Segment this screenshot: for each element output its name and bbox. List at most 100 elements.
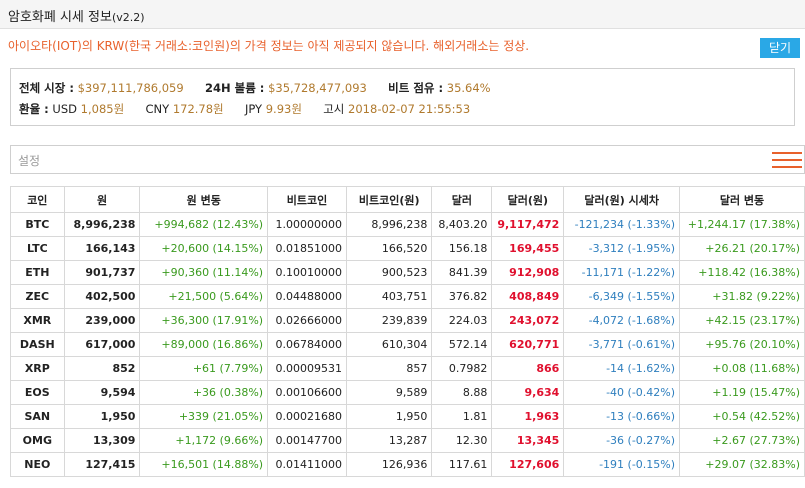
usd-krw-premium-cell: -191 (-0.15%) (563, 452, 681, 477)
usd-price-cell: 117.61 (431, 452, 493, 477)
krw-change-cell: +16,501 (14.88%) (139, 452, 269, 477)
cny-label: CNY (145, 102, 170, 116)
btc-krw-price-cell: 403,751 (345, 284, 433, 309)
btc-price-cell: 0.06784000 (267, 332, 347, 357)
cny-value: 172.78원 (172, 102, 224, 116)
btc-krw-price-cell: 126,936 (345, 452, 433, 477)
krw-price-cell: 239,000 (63, 308, 141, 333)
usd-krw-price-cell: 243,072 (491, 308, 565, 333)
krw-price-cell: 127,415 (63, 452, 141, 477)
col-usd-krw-header: 달러(원) (491, 186, 565, 213)
btc-price-cell: 0.00009531 (267, 356, 347, 381)
col-btc-krw-header: 비트코인(원) (345, 186, 433, 213)
market-cap-label: 전체 시장 : (19, 81, 74, 95)
volume-label: 24H 볼륨 : (205, 81, 265, 95)
usd-krw-price-cell: 1,963 (491, 404, 565, 429)
col-premium-header: 달러(원) 시세차 (563, 186, 681, 213)
usd-label: USD (52, 102, 77, 116)
table-row: LTC 166,143 +20,600 (14.15%) 0.01851000 166,… (10, 236, 805, 261)
price-table-wrapper: 코인 원 원 변동 비트코인 비트코인(원) 달러 달러(원) 달러(원) 시세차 달러 변동 … (10, 186, 805, 477)
table-row: NEO 127,415 +16,501 (14.88%) 0.01411000 126,… (10, 452, 805, 477)
usd-krw-price-cell: 13,345 (491, 428, 565, 453)
usd-krw-price-cell: 9,634 (491, 380, 565, 405)
table-row: DASH 617,000 +89,000 (16.86%) 0.06784000 610… (10, 332, 805, 357)
usd-change-cell: +26.21 (20.17%) (679, 236, 805, 261)
col-krw-change-header: 원 변동 (139, 186, 269, 213)
hamburger-menu-icon[interactable] (772, 152, 802, 168)
krw-change-cell: +61 (7.79%) (139, 356, 269, 381)
market-stats-panel: 전체 시장 : $397,111,786,059 24H 볼륨 : $35,72… (10, 68, 795, 126)
usd-value: 1,085원 (80, 102, 125, 116)
version-label: (v2.2) (111, 11, 145, 24)
table-row: XMR 239,000 +36,300 (17.91%) 0.02666000 239,… (10, 308, 805, 333)
usd-change-cell: +1,244.17 (17.38%) (679, 212, 805, 237)
usd-price-cell: 376.82 (431, 284, 493, 309)
coin-symbol-cell: NEO (10, 452, 65, 477)
usd-krw-price-cell: 127,606 (491, 452, 565, 477)
btc-price-cell: 1.00000000 (267, 212, 347, 237)
coin-symbol-cell: ZEC (10, 284, 65, 309)
table-row: XRP 852 +61 (7.79%) 0.00009531 857 0.7982 866-… (10, 356, 805, 381)
btc-krw-price-cell: 900,523 (345, 260, 433, 285)
btc-krw-price-cell: 857 (345, 356, 433, 381)
btc-price-cell: 0.10010000 (267, 260, 347, 285)
table-header-row: 코인 원 원 변동 비트코인 비트코인(원) 달러 달러(원) 달러(원) 시세차 달러 변동 (10, 186, 805, 213)
col-btc-header: 비트코인 (267, 186, 347, 213)
krw-price-cell: 166,143 (63, 236, 141, 261)
price-table: 코인 원 원 변동 비트코인 비트코인(원) 달러 달러(원) 달러(원) 시세차 달러 변동 … (10, 186, 805, 477)
page-title-text: 암호화폐 시세 정보 (8, 10, 112, 25)
col-krw-header: 원 (63, 186, 141, 213)
usd-change-cell: +0.54 (42.52%) (679, 404, 805, 429)
usd-krw-premium-cell: -40 (-0.42%) (563, 380, 681, 405)
notice-time-value: 2018-02-07 21:55:53 (348, 102, 471, 116)
usd-krw-price-cell: 866 (491, 356, 565, 381)
krw-change-cell: +36 (0.38%) (139, 380, 269, 405)
fx-label: 환율 : (19, 102, 49, 116)
usd-change-cell: +95.76 (20.10%) (679, 332, 805, 357)
usd-krw-price-cell: 620,771 (491, 332, 565, 357)
usd-krw-premium-cell: -3,312 (-1.95%) (563, 236, 681, 261)
krw-price-cell: 9,594 (63, 380, 141, 405)
krw-price-cell: 402,500 (63, 284, 141, 309)
usd-krw-premium-cell: -3,771 (-0.61%) (563, 332, 681, 357)
btc-krw-price-cell: 8,996,238 (345, 212, 433, 237)
krw-price-cell: 617,000 (63, 332, 141, 357)
table-row: SAN 1,950 +339 (21.05%) 0.00021680 1,950 1.81… (10, 404, 805, 429)
btc-krw-price-cell: 166,520 (345, 236, 433, 261)
usd-krw-premium-cell: -13 (-0.66%) (563, 404, 681, 429)
usd-price-cell: 0.7982 (431, 356, 493, 381)
krw-change-cell: +20,600 (14.15%) (139, 236, 269, 261)
btc-krw-price-cell: 610,304 (345, 332, 433, 357)
usd-change-cell: +42.15 (23.17%) (679, 308, 805, 333)
btc-price-cell: 0.00021680 (267, 404, 347, 429)
krw-change-cell: +339 (21.05%) (139, 404, 269, 429)
usd-krw-premium-cell: -36 (-0.27%) (563, 428, 681, 453)
usd-change-cell: +2.67 (27.73%) (679, 428, 805, 453)
krw-change-cell: +21,500 (5.64%) (139, 284, 269, 309)
close-button[interactable]: 닫기 (760, 38, 800, 58)
volume-value: $35,728,477,093 (268, 81, 367, 95)
market-stats-row: 전체 시장 : $397,111,786,059 24H 볼륨 : $35,72… (19, 80, 491, 96)
usd-price-cell: 841.39 (431, 260, 493, 285)
btc-price-cell: 0.04488000 (267, 284, 347, 309)
table-row: BTC 8,996,238 +994,682 (12.43%) 1.00000000 8… (10, 212, 805, 237)
btc-price-cell: 0.01411000 (267, 452, 347, 477)
usd-price-cell: 1.81 (431, 404, 493, 429)
exchange-rate-row: 환율 : USD 1,085원 CNY 172.78원 JPY 9.93원 고시… (19, 101, 470, 117)
coin-symbol-cell: LTC (10, 236, 65, 261)
usd-krw-price-cell: 912,908 (491, 260, 565, 285)
notice-time-label: 고시 (323, 102, 345, 116)
btc-price-cell: 0.00106600 (267, 380, 347, 405)
usd-krw-price-cell: 408,849 (491, 284, 565, 309)
coin-symbol-cell: EOS (10, 380, 65, 405)
usd-krw-price-cell: 169,455 (491, 236, 565, 261)
settings-label: 설정 (18, 154, 41, 168)
col-usd-header: 달러 (431, 186, 493, 213)
usd-krw-price-cell: 9,117,472 (491, 212, 565, 237)
settings-bar[interactable]: 설정 (10, 145, 805, 174)
title-bar: 암호화폐 시세 정보(v2.2) (0, 0, 805, 29)
col-usd-change-header: 달러 변동 (679, 186, 805, 213)
coin-symbol-cell: DASH (10, 332, 65, 357)
usd-krw-premium-cell: -4,072 (-1.68%) (563, 308, 681, 333)
krw-price-cell: 852 (63, 356, 141, 381)
